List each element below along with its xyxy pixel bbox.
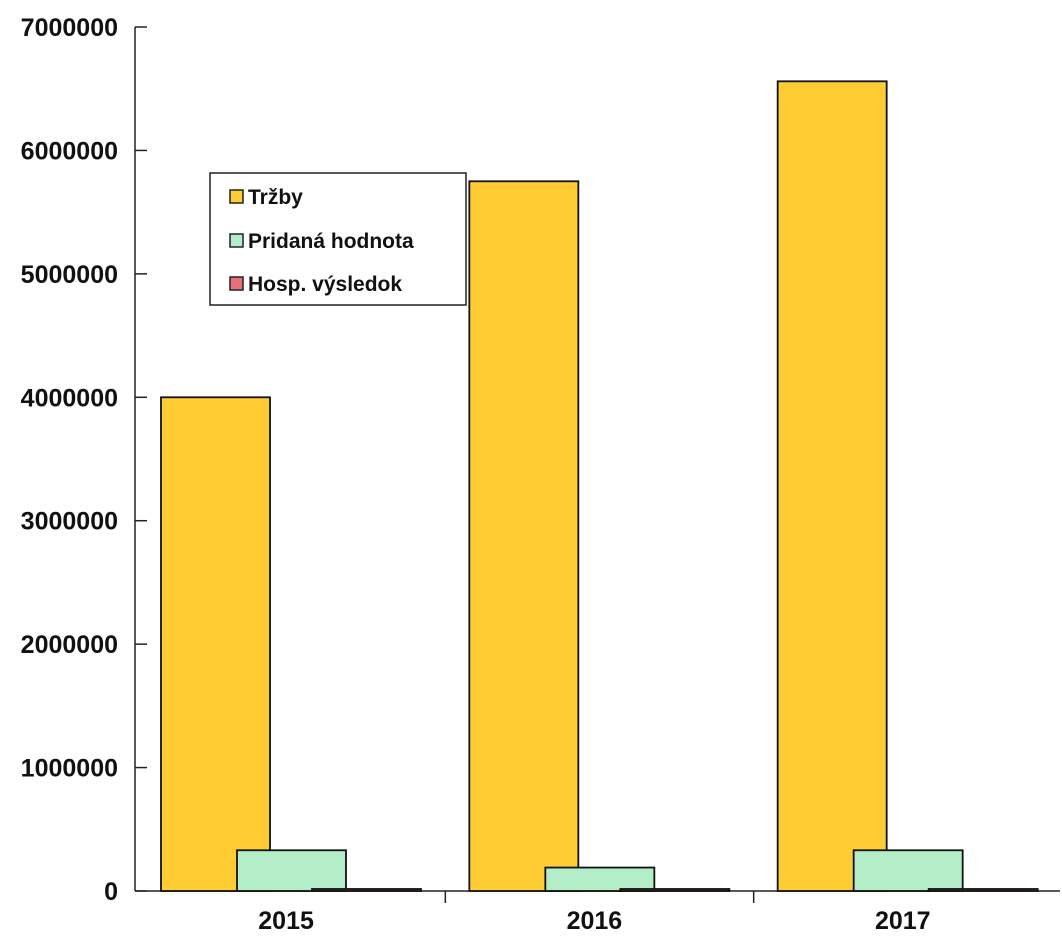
y-tick-label: 2000000 (21, 631, 118, 659)
y-tick-label: 3000000 (21, 508, 118, 536)
y-tick-label: 4000000 (21, 384, 118, 412)
legend-item-pridana-hodnota: Pridaná hodnota (229, 230, 414, 253)
x-tick-label: 2016 (567, 907, 623, 935)
legend-label-trzby: Tržby (248, 186, 303, 209)
x-axis: 2015 2016 2017 (135, 890, 1060, 935)
bar-pridana-hodnota-2017 (852, 849, 964, 892)
legend-label-pridana-hodnota: Pridaná hodnota (248, 230, 414, 253)
y-tick-label: 5000000 (21, 261, 118, 289)
y-tick-label: 6000000 (21, 137, 118, 165)
y-tick-label: 1000000 (21, 755, 118, 783)
y-tick-label: 7000000 (21, 14, 118, 42)
bar-pridana-hodnota-2015 (236, 849, 347, 892)
bars (160, 80, 1039, 892)
legend-item-trzby: Tržby (229, 186, 303, 209)
x-tick-label: 2015 (258, 907, 314, 935)
bar-trzby-2015 (160, 396, 271, 892)
legend-label-hosp-vysledok: Hosp. výsledok (248, 273, 402, 296)
bar-trzby-2017 (776, 80, 888, 892)
legend: Tržby Pridaná hodnota Hosp. výsledok (209, 172, 467, 306)
legend-item-hosp-vysledok: Hosp. výsledok (229, 273, 402, 296)
legend-box (209, 172, 467, 306)
bar-hosp-vysledok-2015 (311, 888, 422, 892)
bar-hosp-vysledok-2017 (927, 888, 1039, 892)
x-tick-label: 2017 (875, 907, 931, 935)
legend-swatch-hosp-vysledok (229, 276, 244, 291)
y-tick-label: 0 (104, 878, 118, 906)
bar-hosp-vysledok-2016 (619, 888, 731, 892)
legend-swatch-pridana-hodnota (229, 233, 244, 248)
bar-trzby-2016 (468, 180, 580, 892)
y-axis: 0 1000000 2000000 3000000 4000000 5000000 6000… (21, 14, 147, 906)
bar-pridana-hodnota-2016 (544, 866, 656, 892)
legend-swatch-trzby (229, 189, 244, 204)
